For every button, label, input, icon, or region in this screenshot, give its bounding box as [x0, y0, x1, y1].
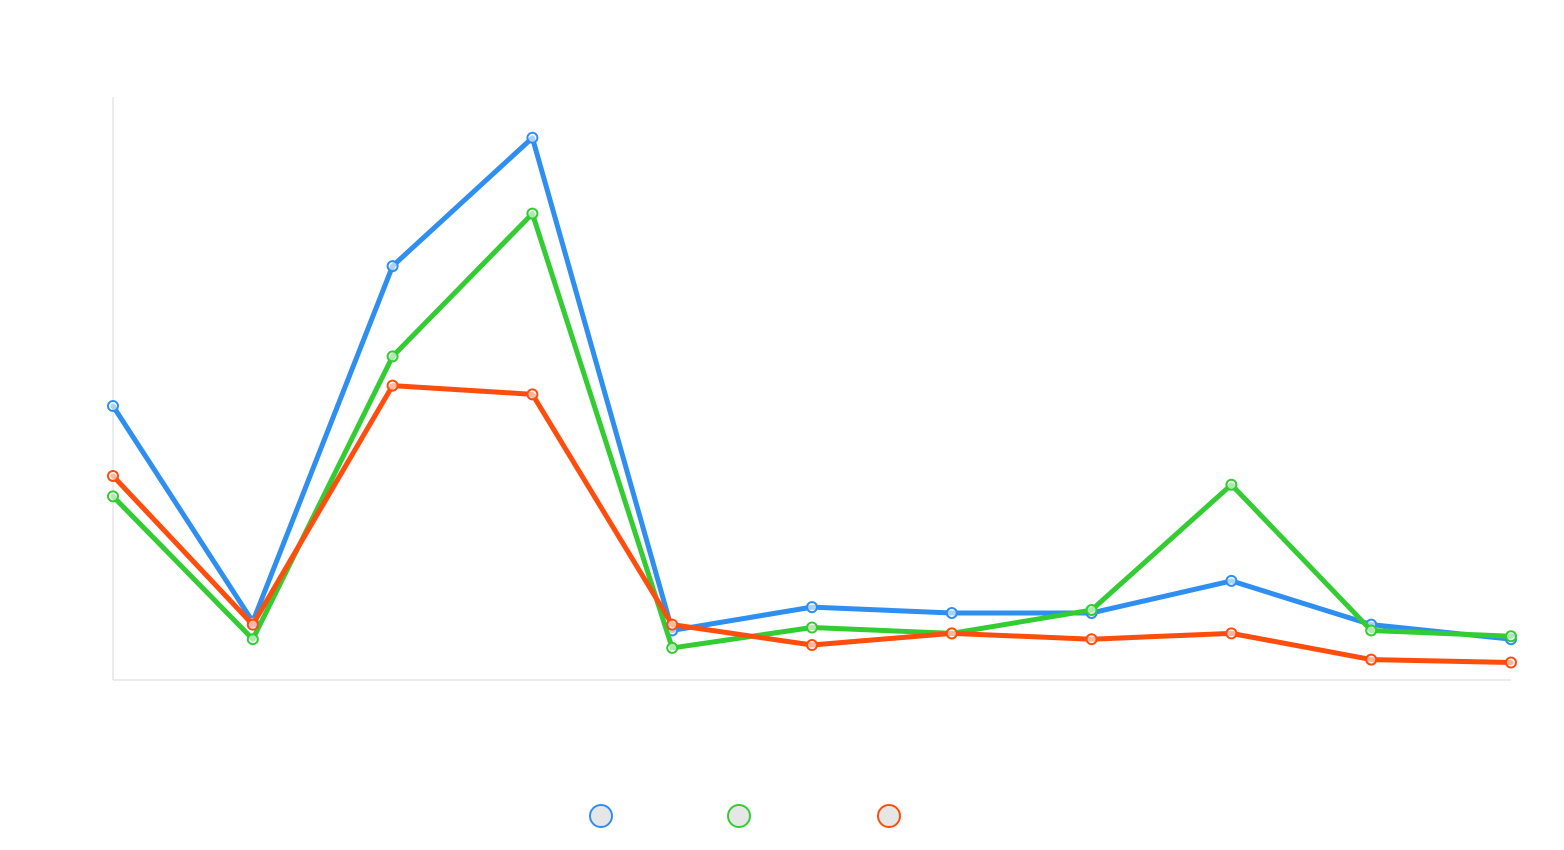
series-1: [107, 131, 1517, 646]
series-2-point: [246, 633, 259, 646]
series-2-point: [806, 621, 818, 634]
series-2-point: [526, 207, 539, 220]
series-2-point: [666, 641, 679, 654]
series-2-point: [1505, 630, 1517, 643]
series-3-point: [1365, 653, 1378, 666]
series-3-point: [246, 618, 259, 631]
series-1-point: [1225, 574, 1238, 587]
series-1-point: [386, 260, 399, 273]
legend: [589, 804, 901, 828]
series-3-point: [1085, 633, 1098, 646]
series-1-point: [107, 399, 119, 412]
series-2-point: [1225, 478, 1238, 491]
series-1-line: [110, 135, 1514, 642]
series-3-line: [110, 383, 1514, 666]
series-2-point: [386, 350, 399, 363]
series-2-point: [1085, 604, 1098, 617]
series-1-point: [945, 606, 958, 619]
series-2-point: [1365, 624, 1378, 637]
series-1-point: [526, 131, 539, 144]
legend-marker-series-3: [877, 804, 901, 828]
series-2: [107, 207, 1517, 654]
series-3-point: [806, 639, 818, 652]
series-2-point: [107, 490, 119, 503]
series-layer: [107, 131, 1517, 669]
series-3-point: [1225, 627, 1238, 640]
series-2-line: [110, 211, 1514, 651]
axes: [112, 97, 1511, 681]
series-3-point: [666, 618, 679, 631]
legend-marker-series-1: [589, 804, 613, 828]
legend-marker-series-2: [727, 804, 751, 828]
series-3-point: [1505, 656, 1517, 669]
series-3: [107, 379, 1517, 669]
series-3-point: [526, 388, 539, 401]
series-1-point: [806, 601, 818, 614]
series-3-point: [107, 469, 119, 482]
series-3-point: [945, 627, 958, 640]
series-3-point: [386, 379, 399, 392]
